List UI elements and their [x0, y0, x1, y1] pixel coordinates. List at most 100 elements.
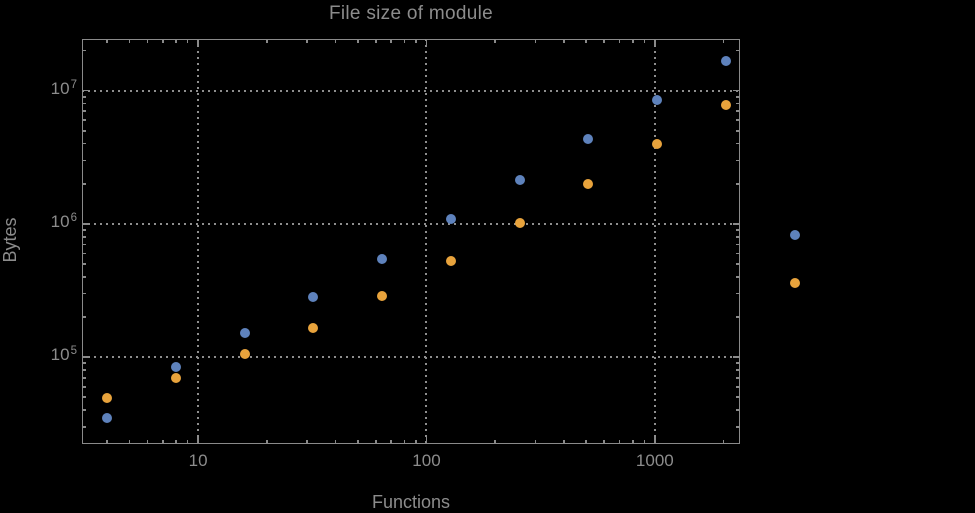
y-tick-left — [82, 119, 86, 121]
data-point-blue-series — [102, 412, 113, 423]
data-point-blue-series — [720, 55, 731, 66]
chart-title: File size of module — [328, 3, 494, 24]
x-gridline — [197, 39, 200, 444]
y-tick-right — [736, 49, 740, 52]
x-tick-bottom — [631, 440, 634, 444]
x-tick-bottom — [334, 440, 337, 444]
data-point-orange-series — [171, 372, 182, 383]
y-tick-right — [736, 243, 740, 246]
x-tick-bottom — [161, 440, 164, 444]
y-gridline — [82, 222, 740, 225]
x-tick-bottom — [415, 440, 417, 444]
x-tick-top — [631, 39, 634, 43]
y-tick-right — [733, 223, 740, 225]
y-axis-label: Bytes — [0, 217, 20, 263]
y-tick-left — [82, 142, 86, 145]
x-tick-top — [390, 39, 392, 43]
y-tick-left — [82, 369, 86, 371]
data-point-orange-series — [239, 348, 250, 359]
x-tick-bottom — [603, 440, 605, 444]
y-tick-right — [736, 110, 740, 113]
x-tick-top — [425, 39, 428, 46]
x-tick-top — [175, 39, 177, 43]
x-tick-top — [186, 39, 189, 43]
data-point-blue-series — [377, 254, 388, 265]
data-point-blue-series — [308, 291, 319, 302]
y-tick-base: 10 — [50, 345, 70, 365]
x-tick-top — [197, 39, 199, 46]
data-point-blue-series — [514, 174, 525, 185]
y-tick-left — [82, 159, 86, 162]
x-tick-bottom — [403, 440, 406, 444]
y-tick-left — [82, 276, 86, 278]
x-tick-top — [618, 39, 621, 43]
x-tick-bottom — [175, 440, 177, 444]
x-tick-top — [266, 39, 268, 43]
y-tick-exponent: 5 — [70, 345, 77, 358]
x-tick-bottom — [306, 440, 308, 444]
x-tick-bottom — [643, 440, 646, 444]
y-tick-right — [736, 276, 740, 278]
x-tick-bottom — [563, 440, 565, 444]
y-tick-right — [733, 89, 740, 92]
y-tick-left — [82, 243, 86, 246]
y-tick-right — [736, 102, 740, 105]
x-tick-bottom — [390, 440, 392, 444]
y-tick-left — [82, 292, 86, 295]
data-point-orange-series — [789, 278, 800, 289]
y-tick-left — [82, 182, 86, 185]
data-point-orange-series — [308, 322, 319, 333]
y-tick-right — [736, 142, 740, 145]
x-tick-bottom — [425, 437, 428, 444]
data-point-blue-series — [171, 362, 182, 373]
y-tick-left — [82, 236, 86, 238]
x-tick-bottom — [128, 440, 131, 444]
y-gridline — [82, 89, 740, 92]
x-tick-top — [585, 39, 587, 43]
y-tick-right — [736, 362, 740, 365]
y-tick-left — [82, 409, 86, 411]
y-tick-right — [736, 385, 740, 388]
x-tick-bottom — [375, 440, 377, 444]
x-tick-bottom — [197, 437, 199, 444]
x-gridline — [653, 39, 656, 444]
y-tick-label: 107 — [16, 78, 77, 99]
x-tick-top — [306, 39, 308, 43]
y-tick-right — [736, 409, 740, 411]
x-tick-top — [375, 39, 377, 43]
x-tick-bottom — [266, 440, 268, 444]
x-tick-bottom — [494, 440, 497, 444]
y-tick-left — [82, 316, 86, 318]
y-tick-left — [82, 89, 89, 92]
y-tick-right — [736, 159, 740, 162]
y-tick-right — [733, 356, 740, 358]
y-tick-base: 10 — [50, 78, 70, 98]
x-tick-label: 100 — [412, 451, 441, 470]
y-tick-right — [736, 396, 740, 399]
x-tick-top — [403, 39, 406, 43]
x-tick-top — [106, 39, 109, 43]
x-tick-bottom — [618, 440, 621, 444]
x-tick-top — [563, 39, 565, 43]
data-point-orange-series — [102, 392, 113, 403]
x-tick-top — [603, 39, 605, 43]
y-tick-left — [82, 263, 86, 265]
y-tick-left — [82, 95, 86, 98]
data-point-blue-series — [583, 134, 594, 145]
x-tick-bottom — [356, 440, 359, 444]
y-tick-left — [82, 129, 86, 132]
x-tick-top — [722, 39, 725, 43]
x-tick-bottom — [654, 437, 656, 444]
y-tick-left — [82, 385, 86, 388]
y-tick-right — [736, 182, 740, 185]
data-point-blue-series — [445, 214, 456, 225]
data-point-blue-series — [239, 327, 250, 338]
x-tick-bottom — [534, 440, 537, 444]
y-tick-left — [82, 110, 86, 113]
y-tick-left — [82, 396, 86, 399]
x-tick-bottom — [585, 440, 587, 444]
x-tick-bottom — [186, 440, 189, 444]
y-tick-left — [82, 362, 86, 365]
data-point-orange-series — [514, 217, 525, 228]
y-tick-right — [736, 369, 740, 371]
